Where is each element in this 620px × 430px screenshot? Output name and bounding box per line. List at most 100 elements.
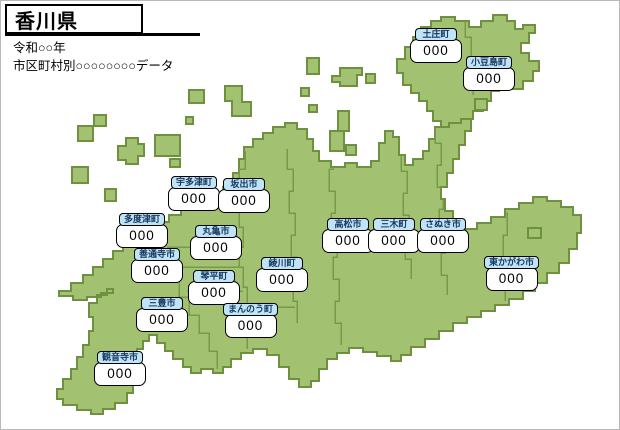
title-underline bbox=[5, 33, 200, 36]
municipality-value: 000 bbox=[423, 43, 449, 59]
island-shape bbox=[77, 125, 94, 142]
municipality-name-header: 三木町 bbox=[373, 218, 415, 231]
municipality-label-zentsuji[interactable]: 善通寺市 000 bbox=[131, 248, 183, 283]
municipality-value-box[interactable]: 000 bbox=[256, 268, 308, 292]
municipality-value: 000 bbox=[203, 240, 229, 256]
municipality-label-miki[interactable]: 三木町 000 bbox=[368, 218, 420, 253]
municipality-value-box[interactable]: 000 bbox=[190, 236, 242, 260]
municipality-value: 000 bbox=[107, 366, 133, 382]
island-shape bbox=[188, 89, 205, 104]
municipality-value: 000 bbox=[201, 285, 227, 301]
island-shape bbox=[308, 104, 318, 113]
municipality-name: 三木町 bbox=[380, 219, 408, 229]
municipality-value-box[interactable]: 000 bbox=[116, 224, 168, 248]
municipality-label-kotohira[interactable]: 琴平町 000 bbox=[188, 270, 240, 305]
island-shape bbox=[306, 57, 320, 75]
island-shape bbox=[104, 188, 117, 202]
municipality-value: 000 bbox=[476, 71, 502, 87]
title-box: 香川県 bbox=[5, 4, 143, 34]
municipality-label-manno[interactable]: まんのう町 000 bbox=[223, 303, 279, 338]
island-shape bbox=[527, 227, 542, 239]
island-shape bbox=[71, 166, 89, 184]
municipality-name: さぬき市 bbox=[425, 219, 461, 229]
municipality-label-takamatsu[interactable]: 高松市 000 bbox=[322, 218, 374, 253]
island-shape bbox=[154, 134, 181, 157]
municipality-name-header: まんのう町 bbox=[223, 303, 279, 316]
municipality-name-header: 丸亀市 bbox=[195, 225, 237, 238]
municipality-name-header: 小豆島町 bbox=[465, 56, 512, 69]
municipality-name: 坂出市 bbox=[230, 179, 258, 189]
municipality-value: 000 bbox=[231, 193, 257, 209]
island-shape bbox=[169, 158, 181, 168]
municipality-name: 丸亀市 bbox=[202, 226, 230, 236]
island-shape bbox=[474, 98, 488, 111]
municipality-value-box[interactable]: 000 bbox=[463, 67, 515, 91]
municipality-name: まんのう町 bbox=[228, 304, 274, 314]
municipality-value-box[interactable]: 000 bbox=[188, 281, 240, 305]
municipality-name-header: 三豊市 bbox=[141, 297, 183, 310]
municipality-name-header: 多度津町 bbox=[118, 213, 165, 226]
municipality-name-header: 琴平町 bbox=[193, 270, 235, 283]
municipality-name: 琴平町 bbox=[200, 271, 228, 281]
municipality-value-box[interactable]: 000 bbox=[485, 267, 538, 291]
municipality-name: 小豆島町 bbox=[470, 57, 507, 67]
mainland-shape bbox=[56, 112, 582, 415]
municipality-name: 高松市 bbox=[334, 219, 362, 229]
municipality-name: 土庄町 bbox=[422, 29, 450, 39]
municipality-label-mitoyo[interactable]: 三豊市 000 bbox=[136, 297, 188, 332]
municipality-label-utazu[interactable]: 宇多津町 000 bbox=[168, 176, 220, 211]
municipality-name-header: 宇多津町 bbox=[170, 176, 217, 189]
municipality-label-sakaide[interactable]: 坂出市 000 bbox=[218, 178, 270, 213]
municipality-label-kanonji[interactable]: 観音寺市 000 bbox=[94, 351, 146, 386]
municipality-name-header: 綾川町 bbox=[261, 257, 303, 270]
municipality-name: 善通寺市 bbox=[138, 249, 175, 259]
island-shape bbox=[185, 116, 194, 125]
municipality-name-header: 善通寺市 bbox=[133, 248, 180, 261]
island-shape bbox=[345, 144, 357, 156]
municipality-name: 三豊市 bbox=[148, 298, 176, 308]
municipality-name-header: さぬき市 bbox=[420, 218, 466, 231]
municipality-name: 宇多津町 bbox=[175, 177, 212, 187]
municipality-name: 東かがわ市 bbox=[489, 257, 535, 267]
municipality-value-box[interactable]: 000 bbox=[417, 229, 469, 253]
municipality-value: 000 bbox=[181, 191, 207, 207]
municipality-name-header: 土庄町 bbox=[415, 28, 457, 41]
municipality-value: 000 bbox=[498, 271, 525, 287]
municipality-value-box[interactable]: 000 bbox=[322, 229, 374, 253]
municipality-name: 観音寺市 bbox=[101, 352, 138, 362]
subtitle-block: 令和○○年 市区町村別○○○○○○○○データ bbox=[13, 39, 173, 75]
municipality-value: 000 bbox=[430, 233, 456, 249]
island-shape bbox=[331, 67, 363, 87]
municipality-label-tadotsu[interactable]: 多度津町 000 bbox=[116, 213, 168, 248]
municipality-label-ayagawa[interactable]: 綾川町 000 bbox=[256, 257, 308, 292]
island-shape bbox=[117, 137, 145, 165]
municipality-label-marugame[interactable]: 丸亀市 000 bbox=[190, 225, 242, 260]
municipality-value: 000 bbox=[381, 233, 407, 249]
municipality-value-box[interactable]: 000 bbox=[224, 314, 277, 338]
municipality-value-box[interactable]: 000 bbox=[168, 187, 220, 211]
municipality-label-tonosho[interactable]: 土庄町 000 bbox=[410, 28, 462, 63]
municipality-label-sanuki[interactable]: さぬき市 000 bbox=[417, 218, 469, 253]
municipality-value-box[interactable]: 000 bbox=[131, 259, 183, 283]
municipality-value: 000 bbox=[269, 272, 295, 288]
municipality-value-box[interactable]: 000 bbox=[410, 39, 462, 63]
island-shape bbox=[300, 87, 310, 97]
municipality-value-box[interactable]: 000 bbox=[94, 362, 146, 386]
municipality-boundary-line bbox=[434, 121, 448, 295]
municipality-label-higashikagawa[interactable]: 東かがわ市 000 bbox=[484, 256, 540, 291]
subtitle-year: 令和○○年 bbox=[13, 41, 66, 55]
island-shape bbox=[337, 110, 350, 132]
municipality-value: 000 bbox=[144, 263, 170, 279]
municipality-name-header: 坂出市 bbox=[223, 178, 265, 191]
municipality-name: 多度津町 bbox=[123, 214, 160, 224]
municipality-value-box[interactable]: 000 bbox=[136, 308, 188, 332]
municipality-value-box[interactable]: 000 bbox=[368, 229, 420, 253]
island-shape bbox=[365, 73, 376, 84]
municipality-name: 綾川町 bbox=[268, 258, 296, 268]
municipality-name-header: 東かがわ市 bbox=[484, 256, 540, 269]
subtitle-description: 市区町村別○○○○○○○○データ bbox=[13, 59, 174, 74]
municipality-label-shodoshima[interactable]: 小豆島町 000 bbox=[463, 56, 515, 91]
municipality-value: 000 bbox=[237, 318, 264, 334]
municipality-value-box[interactable]: 000 bbox=[218, 189, 270, 213]
